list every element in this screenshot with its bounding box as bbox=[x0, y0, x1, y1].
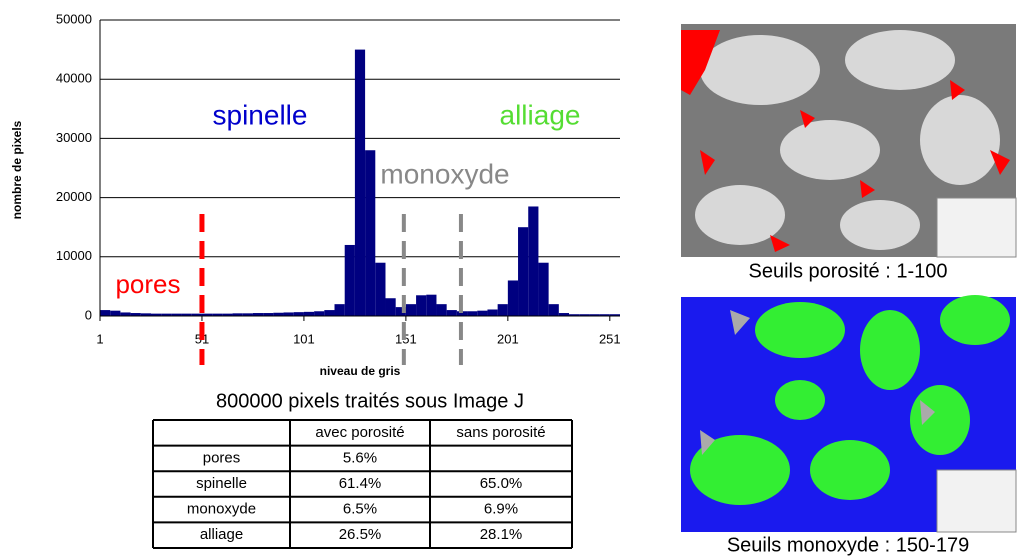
bar bbox=[181, 313, 192, 316]
bar bbox=[283, 312, 294, 316]
bar bbox=[579, 314, 590, 316]
bar bbox=[456, 311, 468, 316]
bar bbox=[303, 311, 315, 316]
bar bbox=[375, 262, 386, 316]
y-tick-label: 40000 bbox=[56, 71, 92, 86]
bar bbox=[467, 311, 478, 316]
image-monoxide bbox=[681, 295, 1017, 533]
bar bbox=[487, 309, 498, 316]
bar bbox=[569, 314, 580, 316]
bar bbox=[446, 310, 457, 316]
bar bbox=[222, 313, 233, 316]
bar bbox=[558, 313, 570, 316]
x-tick-label: 151 bbox=[395, 331, 417, 346]
annotation: pores bbox=[115, 269, 180, 299]
table-cell: 26.5% bbox=[339, 526, 382, 543]
bar bbox=[232, 313, 243, 316]
bar bbox=[528, 206, 539, 316]
bar bbox=[242, 313, 253, 316]
table-title: 800000 pixels traités sous Image J bbox=[216, 390, 524, 412]
bar bbox=[314, 311, 325, 316]
bar bbox=[354, 49, 366, 316]
bar bbox=[263, 313, 274, 316]
table-cell: alliage bbox=[200, 526, 243, 543]
bar bbox=[334, 304, 345, 316]
bar bbox=[293, 312, 304, 316]
x-tick-label: 1 bbox=[96, 331, 103, 346]
bar bbox=[150, 313, 162, 316]
y-tick-label: 10000 bbox=[56, 248, 92, 263]
table-cell: 61.4% bbox=[339, 475, 382, 492]
annotation: spinelle bbox=[213, 99, 308, 130]
y-axis-label: nombre de pixels bbox=[10, 120, 24, 219]
image-porosity bbox=[681, 24, 1017, 258]
bar bbox=[273, 312, 284, 316]
image-caption: Seuils porosité : 1-100 bbox=[748, 260, 947, 282]
bar bbox=[507, 280, 519, 316]
bar bbox=[252, 313, 264, 316]
bar bbox=[365, 150, 376, 316]
bar bbox=[589, 314, 600, 316]
bar bbox=[538, 262, 549, 316]
table-cell: monoxyde bbox=[187, 501, 256, 518]
bar bbox=[395, 307, 406, 316]
bar bbox=[426, 294, 437, 316]
x-axis-label: niveau de gris bbox=[320, 364, 401, 378]
x-tick-label: 251 bbox=[599, 331, 621, 346]
bar bbox=[385, 298, 396, 316]
bar bbox=[405, 304, 417, 316]
bar bbox=[324, 310, 335, 316]
bar bbox=[161, 313, 172, 316]
bar bbox=[599, 314, 610, 316]
table-cell: spinelle bbox=[196, 475, 247, 492]
bar bbox=[609, 314, 620, 316]
table-cell: 65.0% bbox=[480, 475, 523, 492]
bar bbox=[191, 313, 202, 316]
bar bbox=[344, 244, 355, 316]
bar bbox=[548, 304, 559, 316]
bar bbox=[140, 313, 151, 316]
table-cell: 5.6% bbox=[343, 449, 377, 466]
table-cell: pores bbox=[203, 449, 241, 466]
x-tick-label: 201 bbox=[497, 331, 519, 346]
image-caption: Seuils monoxyde : 150-179 bbox=[727, 534, 969, 556]
x-tick-label: 101 bbox=[293, 331, 315, 346]
bar bbox=[100, 310, 111, 316]
y-tick-label: 50000 bbox=[56, 11, 92, 26]
bar bbox=[110, 310, 121, 316]
table-cell: 6.5% bbox=[343, 501, 377, 518]
table-header: sans porosité bbox=[456, 424, 545, 441]
y-tick-label: 20000 bbox=[56, 189, 92, 204]
bar bbox=[130, 313, 141, 316]
y-tick-label: 30000 bbox=[56, 130, 92, 145]
bar bbox=[497, 304, 508, 316]
annotation: monoxyde bbox=[380, 158, 509, 189]
bar bbox=[518, 227, 529, 316]
bar bbox=[171, 313, 182, 316]
bar bbox=[436, 304, 447, 316]
table-cell: 6.9% bbox=[484, 501, 518, 518]
bar bbox=[201, 313, 213, 316]
table-cell: 28.1% bbox=[480, 526, 523, 543]
bar bbox=[120, 312, 131, 316]
y-tick-label: 0 bbox=[85, 307, 92, 322]
bar bbox=[477, 310, 488, 316]
bar bbox=[416, 295, 427, 316]
annotation: alliage bbox=[500, 99, 581, 130]
table-header: avec porosité bbox=[315, 424, 404, 441]
bar bbox=[212, 313, 223, 316]
